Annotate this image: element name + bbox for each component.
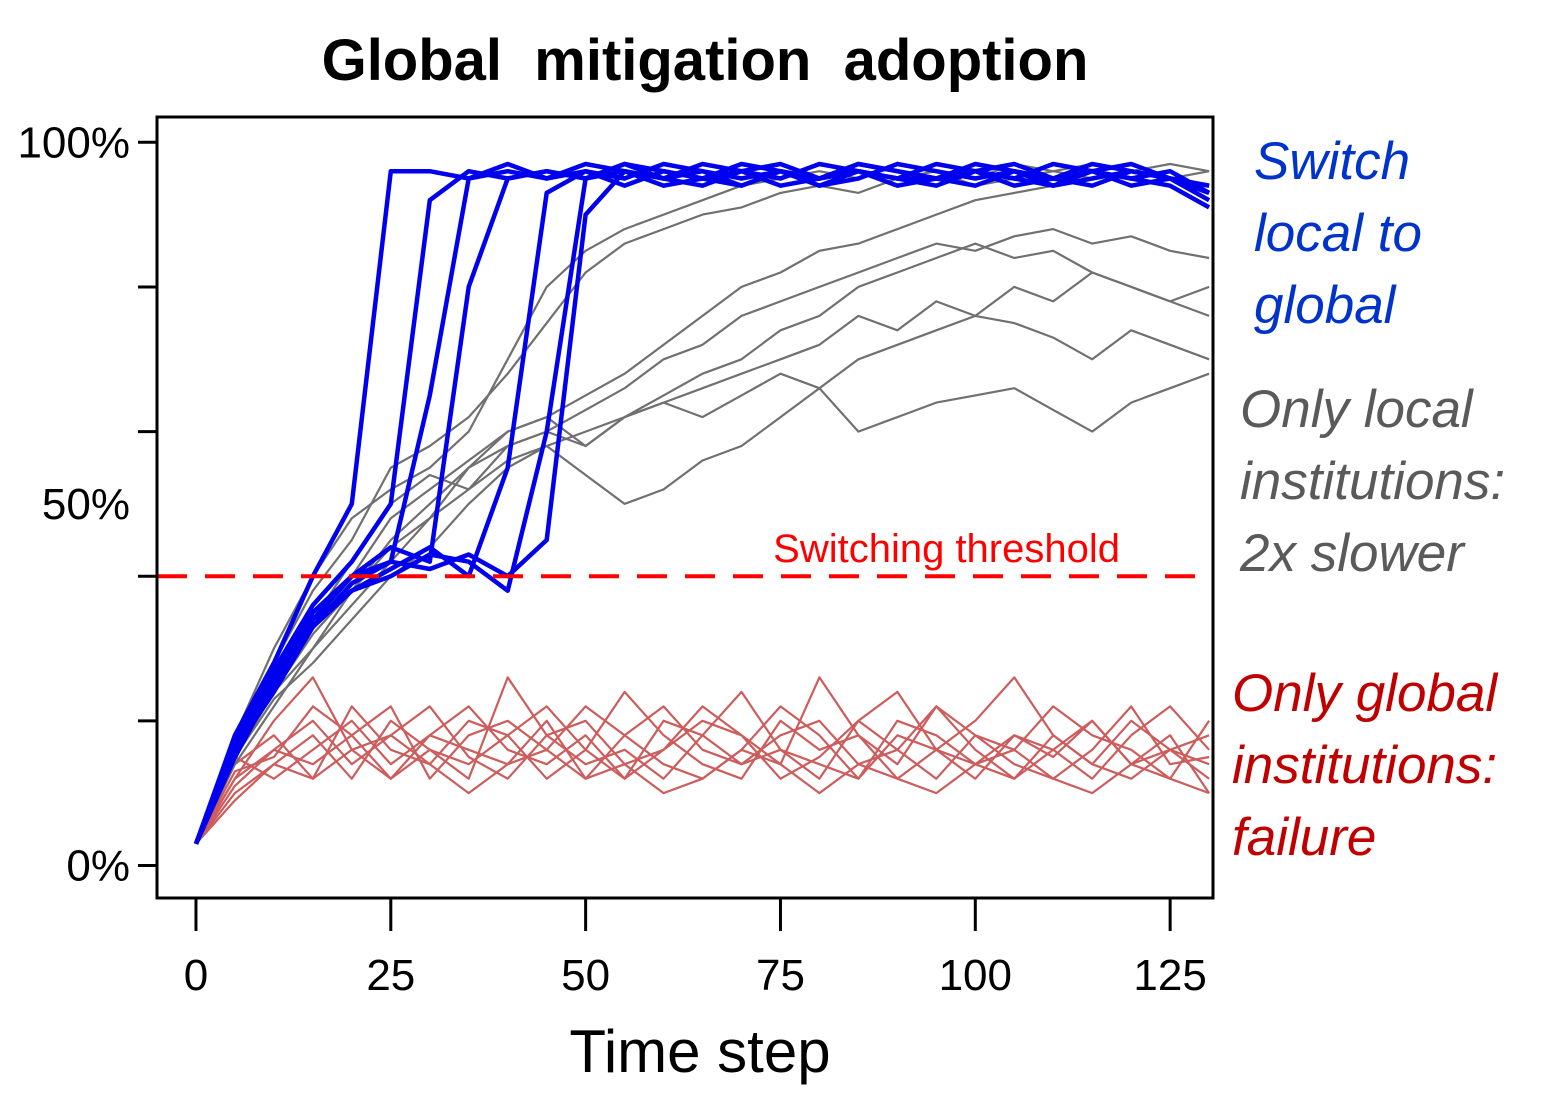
y-tick-label: 0% xyxy=(66,841,130,890)
x-axis: 0 25 50 75 100 125 xyxy=(184,898,1207,1000)
chart-title: Global mitigation adoption xyxy=(322,28,1089,93)
series-line-only-local-institutions-2x-slower-6 xyxy=(195,314,1210,845)
threshold-group: Switching threshold xyxy=(157,527,1213,579)
y-tick-label: 50% xyxy=(42,480,130,529)
legend-line: failure xyxy=(1232,808,1377,867)
series-lines xyxy=(193,161,1211,845)
series-line-only-global-institutions-failure-4 xyxy=(194,705,1211,845)
y-tick-label: 100% xyxy=(17,118,130,167)
series-line-only-global-institutions-failure-7 xyxy=(195,705,1210,845)
series-line-only-global-institutions-failure-2 xyxy=(195,690,1210,845)
series-line-only-local-institutions-2x-slower-7 xyxy=(194,372,1210,845)
legend-line: 2x slower xyxy=(1240,524,1464,583)
series-line-switch-local-to-global-6 xyxy=(193,161,1211,845)
legend-line: Switch xyxy=(1254,132,1411,191)
series-line-only-global-institutions-failure-5 xyxy=(195,676,1210,845)
x-axis-label: Time step xyxy=(569,1018,830,1085)
y-axis: 100% 50% 0% xyxy=(17,118,157,890)
legend-only-local: Only local institutions: 2x slower xyxy=(1240,374,1505,590)
threshold-label: Switching threshold xyxy=(773,527,1120,571)
plot-frame xyxy=(155,115,1215,900)
legend-line: institutions: xyxy=(1240,452,1506,511)
x-tick-label: 0 xyxy=(184,951,208,1000)
x-tick-label: 75 xyxy=(756,951,805,1000)
legend-line: global xyxy=(1254,276,1396,335)
series-line-only-local-institutions-2x-slower-3 xyxy=(194,170,1210,845)
legend-line: Only global xyxy=(1232,664,1498,723)
legend-line: Only local xyxy=(1240,380,1473,439)
legend-line: local to xyxy=(1254,204,1422,263)
legend-only-global: Only global institutions: failure xyxy=(1232,658,1497,874)
legend-switch-local-to-global: Switch local to global xyxy=(1254,126,1422,342)
x-tick-label: 50 xyxy=(561,951,610,1000)
legend-line: institutions: xyxy=(1232,736,1498,795)
x-tick-label: 125 xyxy=(1133,951,1206,1000)
series-line-only-global-institutions-failure-8 xyxy=(195,734,1210,845)
x-tick-label: 25 xyxy=(366,951,415,1000)
x-tick-label: 100 xyxy=(939,951,1012,1000)
